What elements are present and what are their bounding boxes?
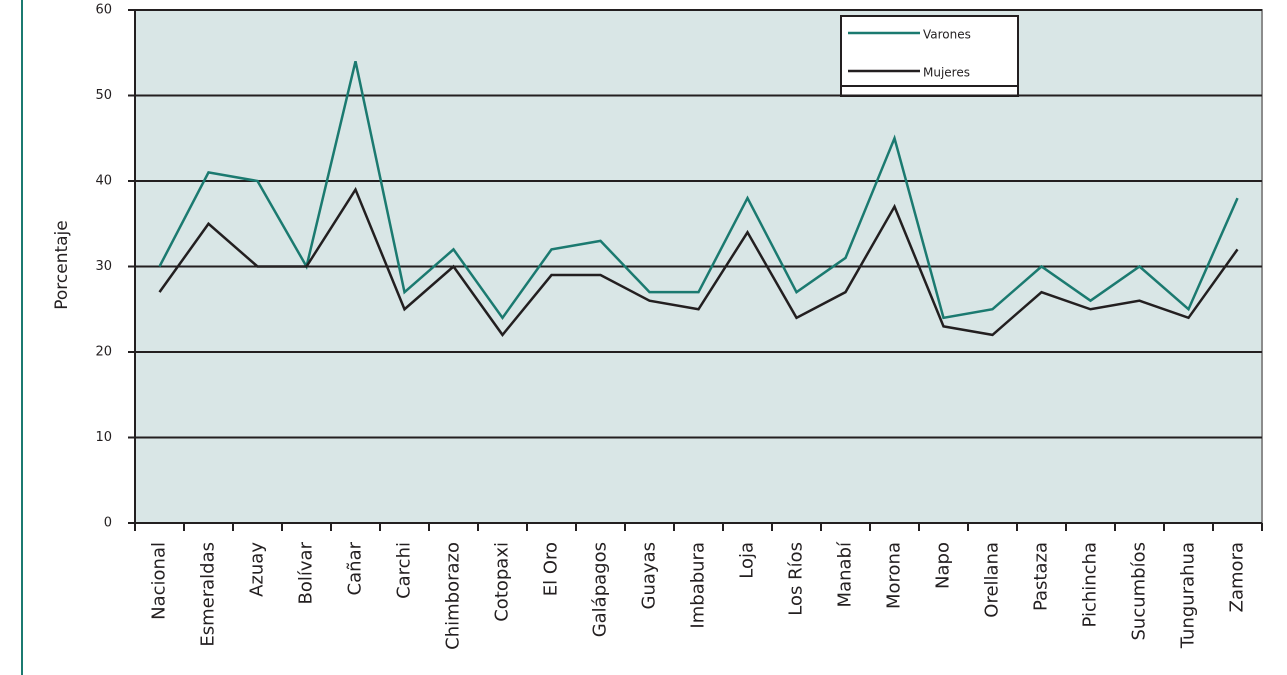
y-tick-label: 30: [95, 259, 112, 274]
x-tick-label: Bolívar: [296, 541, 317, 604]
x-tick-label: Cotopaxi: [492, 542, 513, 622]
x-tick-label: Chimborazo: [443, 542, 464, 650]
y-tick-label: 60: [95, 3, 112, 18]
x-tick-label: Orellana: [982, 542, 1003, 618]
x-tick-label: Esmeraldas: [198, 542, 219, 647]
x-tick-label: Galápagos: [590, 542, 611, 637]
x-tick-label: Pastaza: [1031, 542, 1052, 611]
legend-label: Varones: [923, 28, 971, 42]
y-tick-label: 20: [95, 345, 112, 360]
x-tick-label: Tungurahua: [1178, 542, 1199, 649]
y-tick-label: 50: [95, 88, 112, 103]
y-tick-label: 40: [95, 174, 112, 189]
x-tick-label: Nacional: [149, 542, 170, 620]
legend: Varones Mujeres: [840, 15, 1019, 97]
x-tick-label: Azuay: [247, 542, 268, 597]
x-tick-label: Sucumbíos: [1129, 542, 1150, 641]
y-tick-label: 0: [104, 516, 112, 531]
x-tick-label: Guayas: [639, 542, 660, 609]
series-line: [158, 186, 1239, 337]
y-tick-label: 10: [95, 430, 112, 445]
x-tick-label: Imbabura: [688, 542, 709, 629]
x-tick-label: Manabí: [835, 541, 856, 607]
x-tick-label: Cañar: [345, 541, 366, 595]
series-line: [158, 61, 1239, 320]
legend-label: Mujeres: [923, 66, 970, 80]
x-tick-label: Morona: [884, 542, 905, 609]
x-tick-label: El Oro: [541, 542, 562, 596]
x-tick-label: Pichincha: [1080, 542, 1101, 628]
x-tick-label: Loja: [737, 542, 758, 579]
legend-box: [840, 15, 1019, 97]
x-tick-label: Napo: [933, 542, 954, 589]
x-tick-label: Los Ríos: [786, 542, 807, 616]
y-axis-label: Porcentaje: [52, 220, 72, 310]
x-tick-label: Zamora: [1227, 542, 1248, 612]
x-tick-label: Carchi: [394, 542, 415, 599]
